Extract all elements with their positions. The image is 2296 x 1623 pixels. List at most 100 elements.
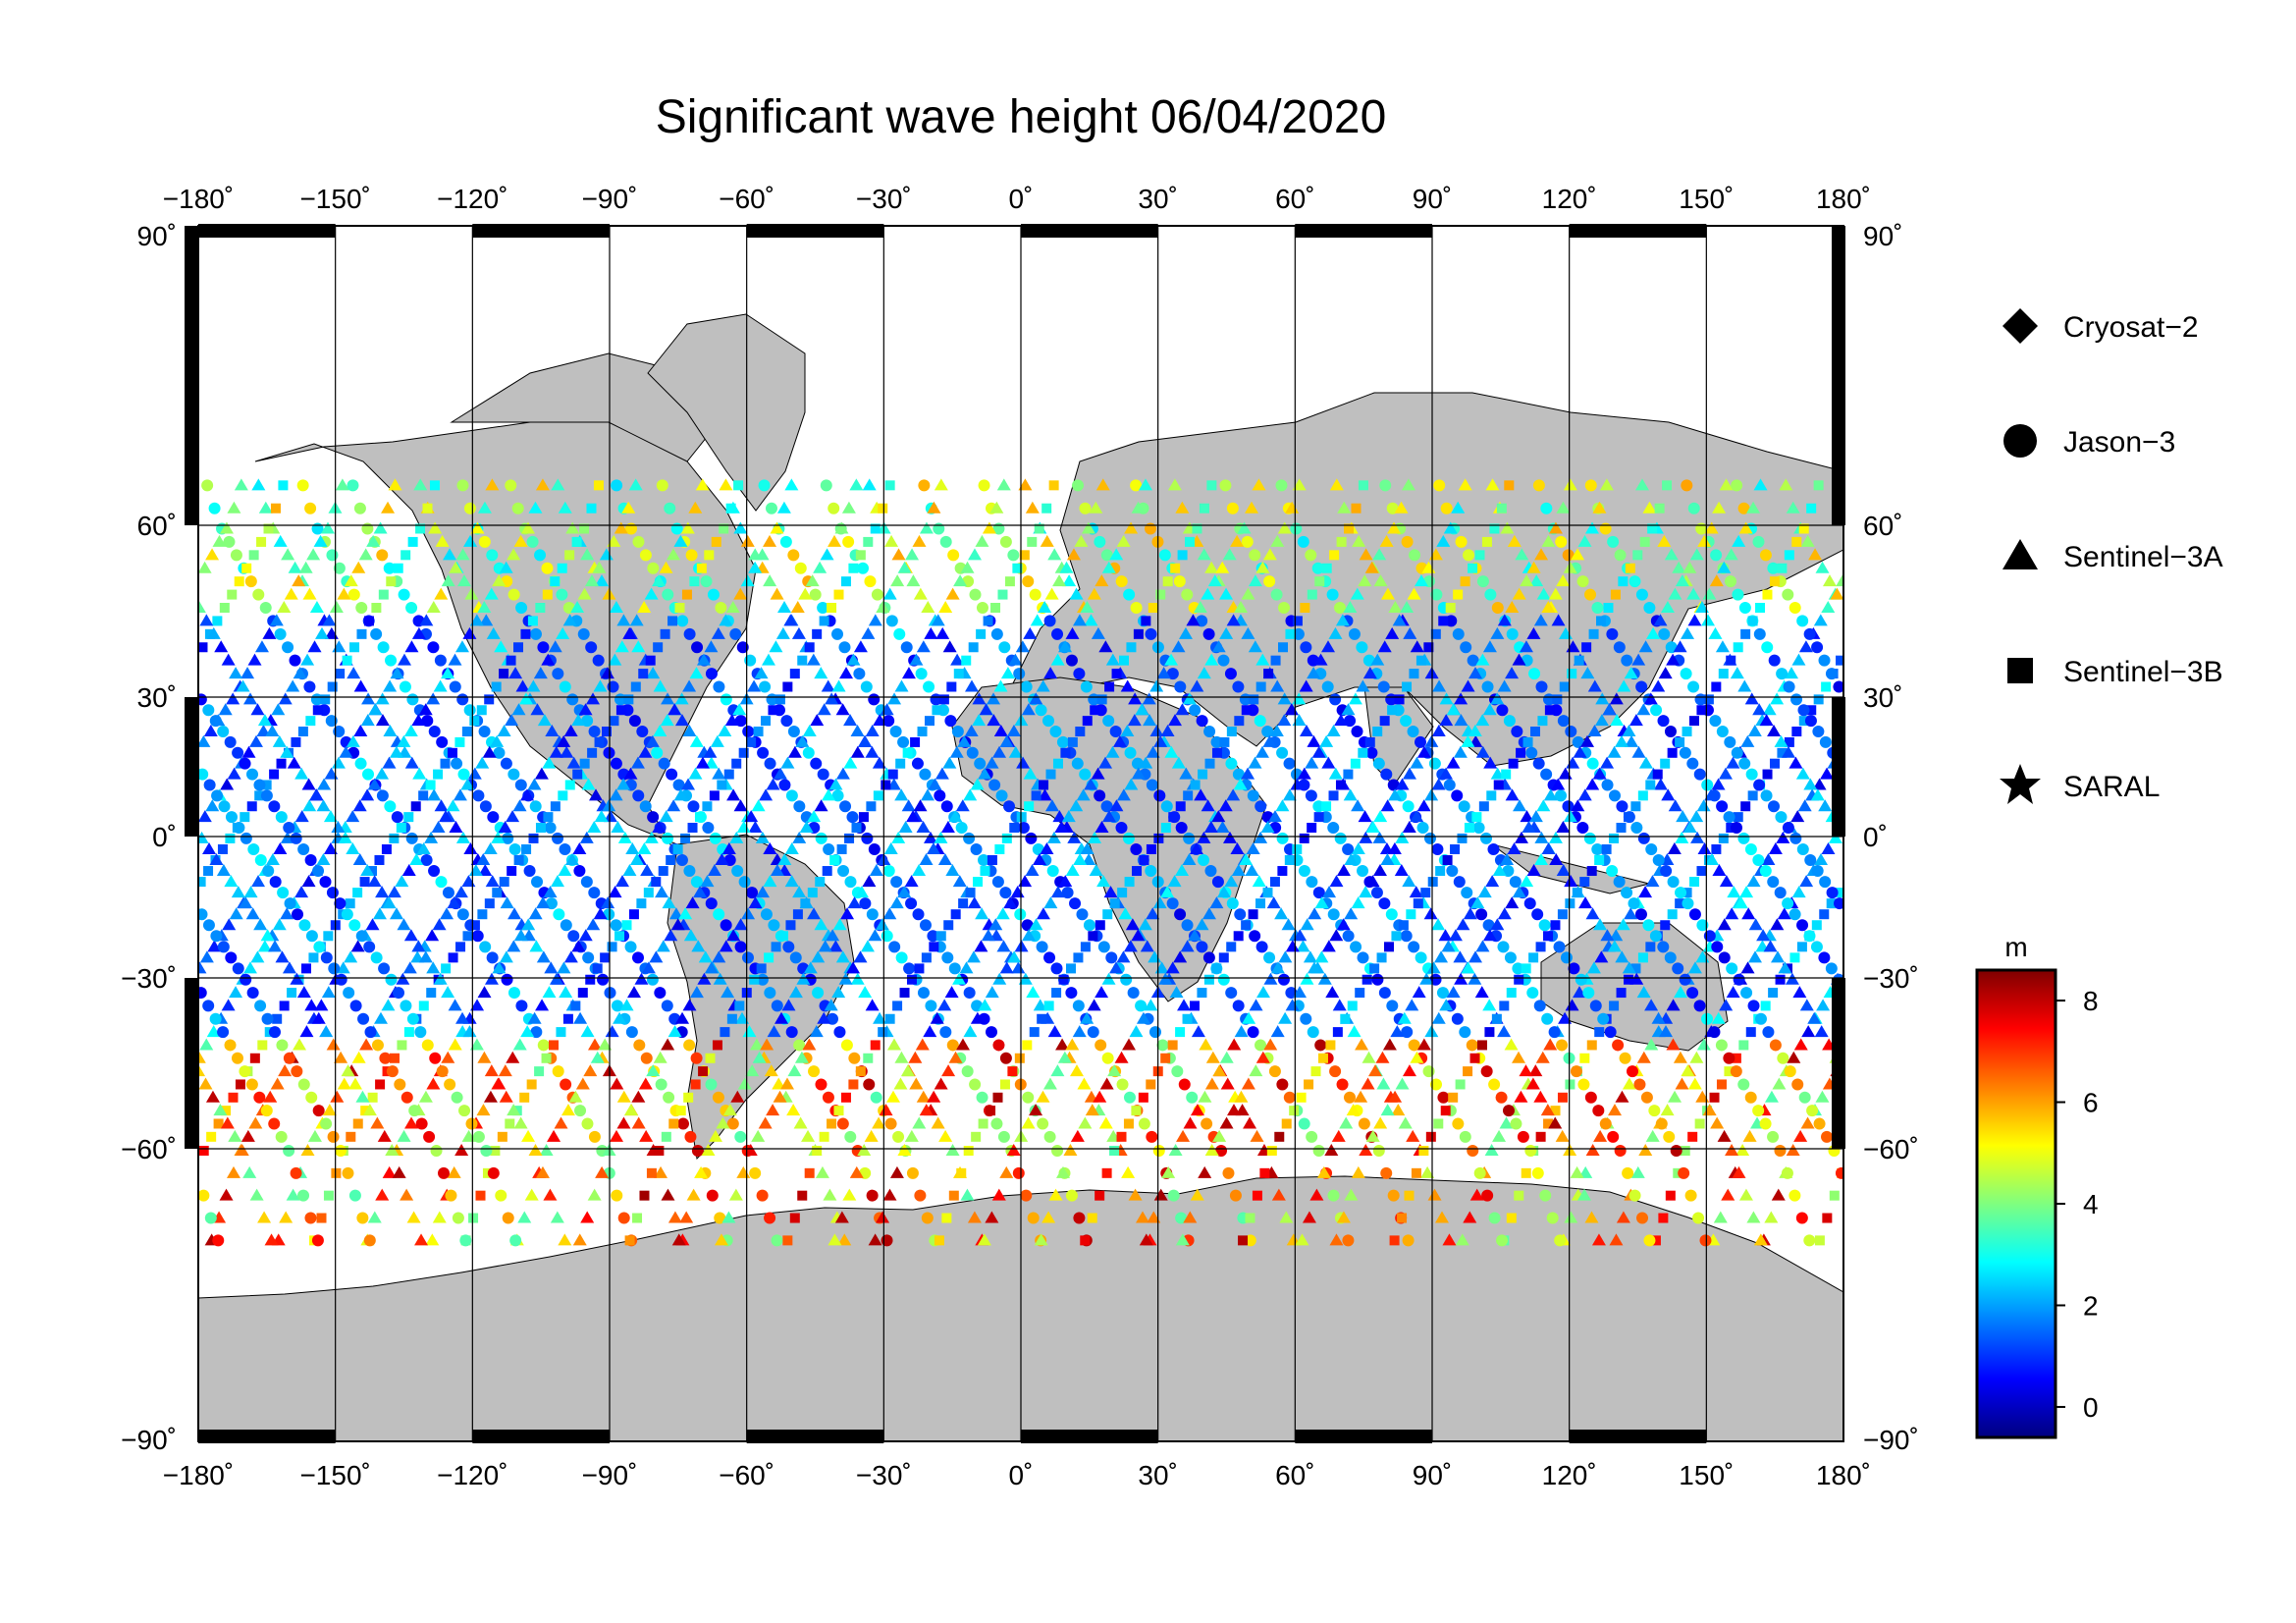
- track-point: [1343, 1091, 1356, 1104]
- track-point: [689, 734, 704, 747]
- track-point: [1012, 563, 1023, 573]
- track-point: [1285, 999, 1300, 1011]
- lat-tick-label: 30˚: [137, 682, 177, 713]
- track-point: [534, 1066, 545, 1077]
- track-point: [548, 1040, 559, 1051]
- track-point: [1476, 1040, 1487, 1051]
- track-point: [1102, 909, 1113, 920]
- track-point: [609, 1129, 623, 1142]
- track-point: [861, 626, 876, 639]
- track-point: [700, 575, 713, 588]
- track-point: [1699, 1234, 1712, 1247]
- track-point: [535, 603, 546, 613]
- track-point: [1665, 1190, 1676, 1201]
- track-point: [630, 756, 645, 769]
- track-point: [1067, 736, 1078, 747]
- track-point: [1065, 1038, 1080, 1051]
- track-point: [610, 757, 622, 770]
- track-point: [1336, 1078, 1349, 1091]
- track-point: [483, 1090, 498, 1103]
- lat-tick-label: −30˚: [121, 963, 177, 994]
- track-point: [1237, 521, 1252, 534]
- track-point: [764, 1064, 778, 1077]
- track-point: [1430, 628, 1441, 639]
- track-point: [476, 853, 491, 865]
- track-point: [1059, 561, 1074, 573]
- track-point: [966, 746, 979, 759]
- track-point: [550, 801, 561, 812]
- track-point: [1334, 714, 1349, 727]
- track-point: [970, 1011, 985, 1024]
- track-point: [872, 1116, 886, 1129]
- track-point: [1007, 549, 1020, 562]
- track-point: [276, 758, 287, 769]
- track-point: [1789, 952, 1800, 963]
- track-point: [719, 614, 733, 626]
- track-point: [1131, 767, 1146, 780]
- track-point: [702, 822, 715, 835]
- track-point: [346, 841, 360, 854]
- track-point: [1340, 1013, 1351, 1024]
- track-point: [499, 950, 513, 963]
- track-point: [1170, 563, 1181, 573]
- track-point: [1013, 668, 1026, 680]
- track-point: [1783, 680, 1795, 693]
- track-point: [870, 1091, 882, 1104]
- track-point: [897, 886, 912, 898]
- track-point: [923, 1025, 937, 1038]
- track-point: [335, 478, 349, 491]
- track-point: [894, 1051, 909, 1063]
- track-point: [1490, 767, 1505, 780]
- lon-tick-label: −120˚: [437, 1460, 507, 1490]
- track-point: [1373, 810, 1388, 823]
- track-point: [624, 941, 637, 953]
- track-point: [1489, 523, 1500, 534]
- track-point: [1463, 549, 1475, 562]
- track-point: [1024, 801, 1035, 812]
- track-point: [872, 756, 886, 769]
- track-point: [621, 920, 632, 931]
- track-point: [1410, 756, 1424, 769]
- track-point: [1497, 679, 1512, 692]
- track-point: [1008, 653, 1023, 666]
- track-point: [279, 1211, 294, 1223]
- track-point: [683, 929, 698, 942]
- track-point: [868, 614, 882, 626]
- track-point: [1453, 589, 1464, 600]
- track-point: [1204, 865, 1217, 878]
- track-point: [818, 940, 832, 952]
- track-point: [1614, 1144, 1627, 1157]
- track-point: [1475, 653, 1490, 666]
- track-point: [1025, 832, 1038, 844]
- track-point: [948, 810, 963, 823]
- track-point: [974, 940, 988, 952]
- track-point: [551, 478, 565, 491]
- track-point: [602, 727, 613, 737]
- track-point: [1118, 907, 1133, 920]
- track-point: [1160, 800, 1173, 813]
- track-point: [1171, 756, 1186, 769]
- track-point: [1079, 502, 1092, 514]
- track-point: [1680, 668, 1692, 680]
- track-point: [425, 1233, 440, 1246]
- track-point: [360, 864, 375, 877]
- track-point: [1646, 626, 1661, 639]
- track-point: [1543, 931, 1554, 942]
- track-point: [1740, 961, 1755, 974]
- track-point: [1762, 703, 1777, 716]
- track-point: [542, 756, 557, 769]
- track-point: [807, 907, 822, 920]
- track-point: [529, 627, 542, 640]
- track-point: [835, 950, 850, 963]
- track-point: [1667, 876, 1680, 889]
- track-point: [1800, 534, 1815, 547]
- track-point: [1568, 962, 1580, 975]
- track-point: [1219, 1051, 1234, 1063]
- track-point: [639, 1190, 650, 1201]
- track-point: [1370, 653, 1385, 666]
- track-point: [405, 832, 418, 844]
- track-point: [1314, 1039, 1327, 1052]
- track-point: [490, 1145, 501, 1156]
- track-point: [753, 727, 764, 737]
- track-point: [624, 1235, 635, 1246]
